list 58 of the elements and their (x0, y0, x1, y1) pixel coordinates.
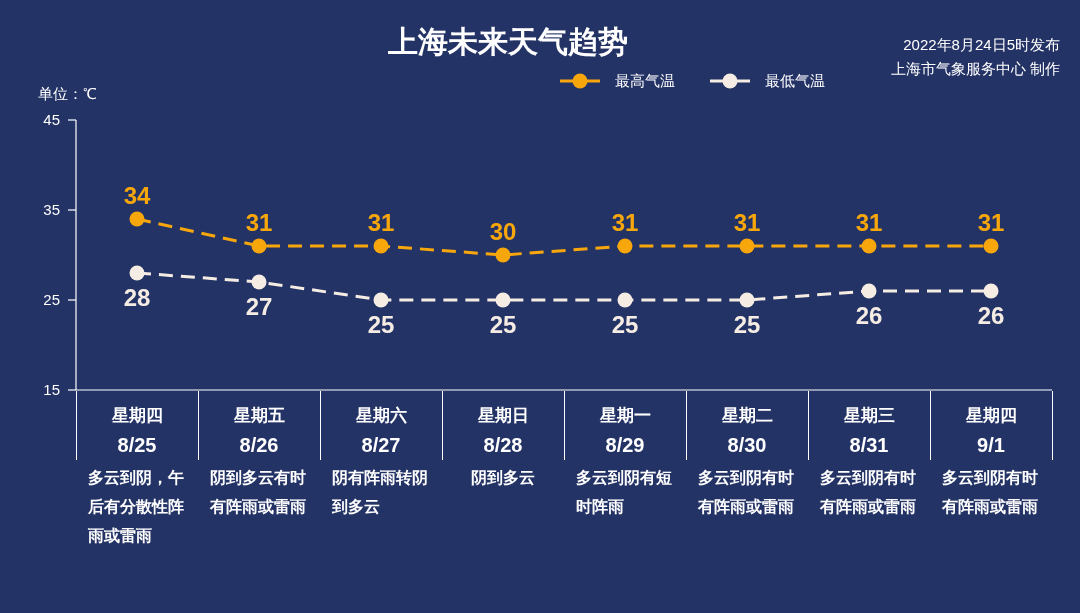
y-tick-label: 25 (43, 291, 60, 308)
legend-label: 最低气温 (765, 72, 825, 89)
point (129, 211, 145, 227)
data-label: 26 (977, 302, 1005, 329)
y-tick-label: 35 (43, 201, 60, 218)
data-label: 31 (367, 209, 395, 236)
data-label: 26 (855, 302, 883, 329)
x-tick-label: 星期一 8/29 (598, 406, 651, 456)
x-tick-label: 星期二 8/30 (720, 406, 773, 456)
x-tick-label: 星期五 8/26 (232, 406, 285, 456)
data-label: 31 (733, 209, 761, 236)
chart-title: 上海未来天气趋势 (387, 25, 628, 58)
text: 多云到阴有时有阵雨或雷雨 (697, 468, 795, 517)
x-tick-label: 星期三 8/31 (842, 406, 895, 456)
point (373, 238, 389, 254)
point (739, 238, 755, 254)
x-tick-label: 星期四 8/25 (110, 406, 163, 456)
text: 阴到多云有时有阵雨或雷雨 (209, 468, 307, 517)
point (251, 238, 267, 254)
point (739, 292, 755, 308)
point (617, 238, 633, 254)
data-label: 31 (977, 209, 1005, 236)
text: 多云到阴有时有阵雨或雷雨 (941, 468, 1039, 517)
data-label: 28 (123, 284, 151, 311)
point (861, 238, 877, 254)
data-label: 34 (123, 182, 151, 209)
data-label: 31 (245, 209, 273, 236)
point (495, 247, 511, 263)
data-label: 25 (611, 311, 639, 338)
point (983, 283, 999, 299)
legend-label: 最高气温 (615, 72, 675, 89)
data-label: 31 (611, 209, 639, 236)
text: 多云到阴，午后有分散性阵雨或雷雨 (87, 468, 185, 546)
data-label: 30 (489, 218, 517, 245)
text: 上海市气象服务中心 制作 (890, 60, 1060, 77)
text: 多云到阴有短时阵雨 (575, 468, 673, 517)
point (129, 265, 145, 281)
point (251, 274, 267, 290)
x-tick-label: 星期四 9/1 (964, 406, 1017, 456)
y-axis-title: 单位：℃ (38, 85, 97, 102)
text: 2022年8月24日5时发布 (903, 36, 1060, 53)
point (861, 283, 877, 299)
data-label: 27 (245, 293, 273, 320)
text: 多云到阴有时有阵雨或雷雨 (819, 468, 917, 517)
data-label: 31 (855, 209, 883, 236)
text: 阴有阵雨转阴到多云 (331, 468, 429, 517)
point (373, 292, 389, 308)
point (983, 238, 999, 254)
data-label: 25 (733, 311, 761, 338)
point (495, 292, 511, 308)
point (617, 292, 633, 308)
y-tick-label: 15 (43, 381, 60, 398)
y-tick-label: 45 (43, 111, 60, 128)
data-label: 25 (489, 311, 517, 338)
text: 阴到多云 (471, 468, 535, 488)
x-tick-label: 星期六 8/27 (354, 406, 407, 456)
x-tick-label: 星期日 8/28 (476, 406, 529, 456)
data-label: 25 (367, 311, 395, 338)
